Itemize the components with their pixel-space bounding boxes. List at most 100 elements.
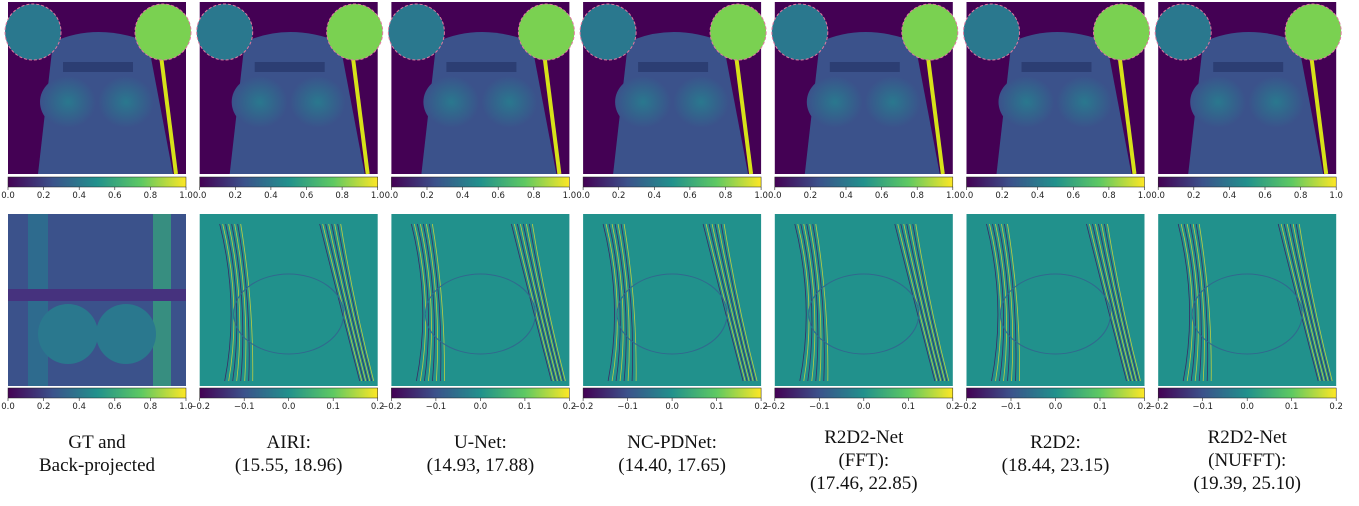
colorbar-tick-label: −0.2 [573, 402, 594, 412]
edge [1295, 223, 1331, 382]
edge [1183, 223, 1196, 382]
edge [1104, 223, 1139, 382]
colorbar [966, 176, 1145, 188]
edge [1198, 223, 1212, 382]
colorbar-tick-label: 0.2 [946, 402, 960, 412]
edge [989, 223, 1002, 382]
colorbar-tick-label: 1.0 [1138, 191, 1152, 201]
edge [815, 223, 829, 382]
edge [906, 223, 944, 382]
colorbar-tick-label: 0.0 [282, 402, 296, 412]
edge [800, 223, 813, 382]
colorbar-tick-label: −0.2 [956, 402, 977, 412]
colorbar-tick-label: 1.0 [754, 191, 768, 201]
colorbar [391, 387, 570, 399]
colorbar-tick-label: 0.0 [474, 402, 488, 412]
colorbar [199, 176, 378, 188]
edge [532, 223, 566, 382]
edge [1004, 223, 1017, 382]
edge [511, 223, 552, 382]
band [254, 62, 325, 72]
colorbar-tick-label: 0.2 [995, 191, 1009, 201]
colorbar-tick-label: 0.4 [839, 191, 853, 201]
edge [424, 273, 536, 355]
edge [1086, 223, 1127, 382]
colorbar-tick-label: −0.1 [617, 402, 638, 412]
colorbar-tick-label: 0.1 [710, 402, 724, 412]
colorbar-tick-label: 0.1 [326, 402, 340, 412]
edge [1195, 223, 1209, 382]
colorbar-tick-label: 0.1 [1093, 402, 1107, 412]
bone [40, 76, 96, 128]
bone [1248, 76, 1305, 128]
bone [289, 76, 346, 128]
colorbar-tick-label: 0.8 [144, 402, 158, 412]
colorbar-tick-label: 0.6 [1067, 191, 1081, 201]
colorbar-tick-label: 0.6 [683, 191, 697, 201]
zoom-inset [196, 3, 254, 61]
caption-line: (19.39, 25.10) [1193, 473, 1301, 494]
edge [219, 223, 232, 382]
colorbar-tick-label: 0.0 [576, 191, 590, 201]
edge [234, 223, 247, 382]
colorbar-tick-label: 0.6 [108, 191, 122, 201]
colorbar [774, 176, 954, 188]
colorbar-tick-label: 0.2 [37, 191, 51, 201]
edge [411, 223, 424, 382]
caption-line: (15.55, 18.96) [235, 455, 343, 476]
colorbar-tick-label: 0.6 [491, 191, 505, 201]
zoom-inset [4, 3, 62, 61]
edge [526, 223, 562, 382]
edge [708, 223, 748, 382]
colorbar [582, 176, 762, 188]
edge [711, 223, 750, 382]
colorbar [1157, 387, 1337, 399]
band [638, 62, 709, 72]
edge [809, 223, 822, 382]
edge [1101, 223, 1137, 382]
band [8, 289, 186, 301]
colorbar [774, 387, 954, 399]
edge [995, 223, 1007, 382]
band [1021, 62, 1092, 72]
colorbar-tick-label: −0.2 [1148, 402, 1169, 412]
caption-line: (FFT): [838, 450, 889, 471]
caption-line: R2D2-Net [824, 427, 904, 448]
colorbar-tick-label: 0.8 [335, 191, 349, 201]
colorbar-tick-label: 0.1 [902, 402, 916, 412]
edge [237, 223, 250, 382]
zoom-inset [579, 3, 637, 61]
caption-line: (17.46, 22.85) [810, 473, 918, 494]
bone [1056, 76, 1113, 128]
colorbar-tick-label: 0.4 [264, 191, 278, 201]
edge [812, 223, 825, 382]
edge [794, 223, 807, 382]
edge [1098, 223, 1135, 382]
zoom-inset [963, 3, 1020, 61]
edge [614, 223, 627, 382]
edge [623, 223, 637, 382]
caption-line: R2D2: [1030, 432, 1081, 453]
edge [1092, 223, 1131, 382]
zoom-inset [517, 3, 575, 61]
edge [1191, 273, 1303, 355]
bone [231, 76, 288, 128]
colorbar-tick-label: 1.0 [179, 191, 193, 201]
edge [420, 223, 432, 382]
zoom-inset [1093, 3, 1150, 61]
zoom-inset [709, 3, 767, 61]
caption-line: (18.44, 23.15) [1002, 455, 1110, 476]
edge [903, 223, 942, 382]
edge [529, 223, 564, 382]
colorbar-tick-label: 0.8 [527, 191, 541, 201]
colorbar-tick-label: 0.0 [665, 402, 679, 412]
colorbar-tick-label: 1.0 [946, 191, 960, 201]
edge [1180, 223, 1193, 382]
colorbar-tick-label: 0.8 [144, 191, 158, 201]
colorbar-tick-label: 1.0 [1329, 191, 1343, 201]
colorbar-tick-label: −0.2 [189, 402, 210, 412]
edge [340, 223, 375, 382]
edge [894, 223, 936, 382]
bone [1190, 76, 1247, 128]
